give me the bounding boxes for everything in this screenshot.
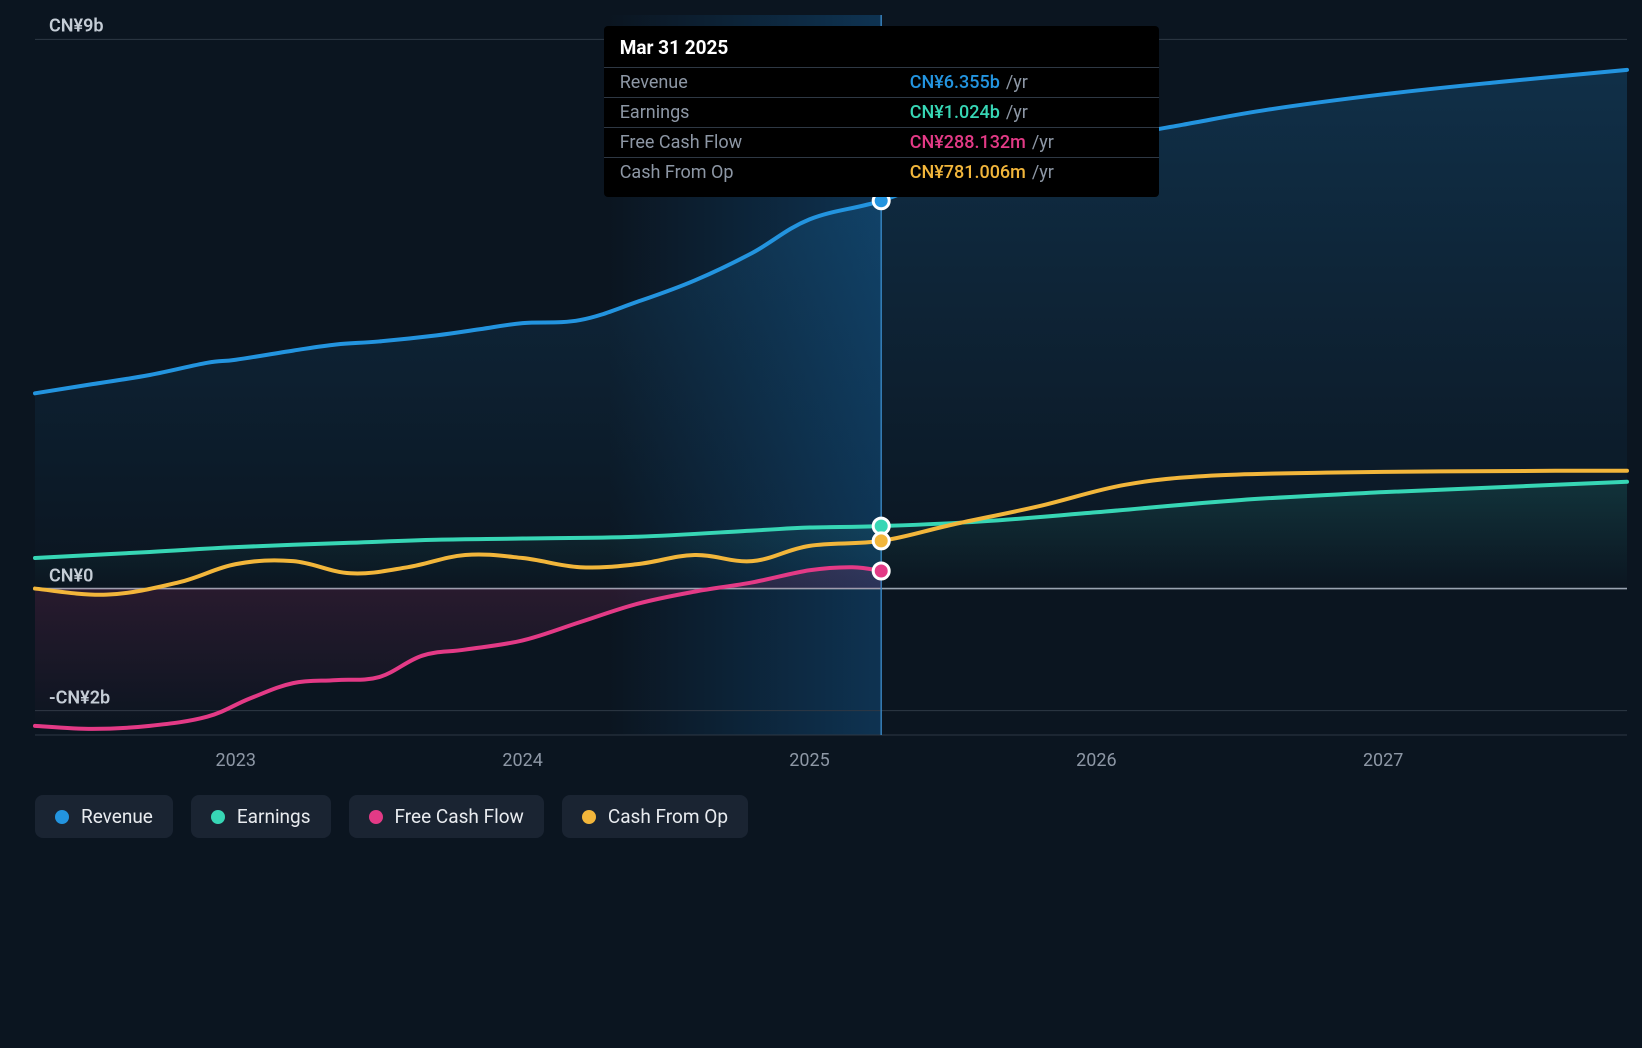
tooltip-unit: /yr <box>1006 72 1028 93</box>
series-marker-cfo <box>873 533 889 549</box>
y-tick-label: CN¥0 <box>49 565 93 586</box>
chart-legend: Revenue Earnings Free Cash Flow Cash From O… <box>10 795 1632 838</box>
tooltip-metric-label: Cash From Op <box>620 162 910 183</box>
tooltip-row: Free Cash FlowCN¥288.132m/yr <box>604 127 1159 157</box>
legend-item-earnings[interactable]: Earnings <box>191 795 331 838</box>
tooltip-unit: /yr <box>1006 102 1028 123</box>
legend-label: Revenue <box>81 805 153 828</box>
x-tick-label: 2024 <box>502 750 542 771</box>
financials-chart[interactable]: CN¥9bCN¥0-CN¥2b 20232024202520262027 Pas… <box>10 10 1632 740</box>
legend-item-fcf[interactable]: Free Cash Flow <box>349 795 544 838</box>
chart-tooltip: Mar 31 2025 RevenueCN¥6.355b/yrEarningsC… <box>604 26 1159 197</box>
tooltip-metric-label: Revenue <box>620 72 910 93</box>
x-tick-label: 2025 <box>789 750 829 771</box>
tooltip-unit: /yr <box>1032 162 1054 183</box>
legend-label: Earnings <box>237 805 311 828</box>
tooltip-date: Mar 31 2025 <box>604 36 1159 67</box>
series-marker-fcf <box>873 563 889 579</box>
legend-item-revenue[interactable]: Revenue <box>35 795 173 838</box>
y-tick-label: CN¥9b <box>49 16 104 37</box>
legend-label: Free Cash Flow <box>395 805 524 828</box>
y-tick-label: -CN¥2b <box>49 687 110 708</box>
tooltip-metric-value: CN¥781.006m <box>910 162 1026 183</box>
tooltip-metric-value: CN¥288.132m <box>910 132 1026 153</box>
tooltip-row: EarningsCN¥1.024b/yr <box>604 97 1159 127</box>
tooltip-row: RevenueCN¥6.355b/yr <box>604 67 1159 97</box>
tooltip-row: Cash From OpCN¥781.006m/yr <box>604 157 1159 187</box>
legend-dot-icon <box>582 810 596 824</box>
tooltip-metric-value: CN¥1.024b <box>910 102 1000 123</box>
legend-item-cfo[interactable]: Cash From Op <box>562 795 748 838</box>
legend-dot-icon <box>55 810 69 824</box>
legend-label: Cash From Op <box>608 805 728 828</box>
legend-dot-icon <box>211 810 225 824</box>
x-tick-label: 2026 <box>1076 750 1116 771</box>
tooltip-metric-value: CN¥6.355b <box>910 72 1000 93</box>
tooltip-unit: /yr <box>1032 132 1054 153</box>
tooltip-metric-label: Free Cash Flow <box>620 132 910 153</box>
legend-dot-icon <box>369 810 383 824</box>
x-tick-label: 2023 <box>216 750 256 771</box>
x-tick-label: 2027 <box>1363 750 1403 771</box>
tooltip-metric-label: Earnings <box>620 102 910 123</box>
